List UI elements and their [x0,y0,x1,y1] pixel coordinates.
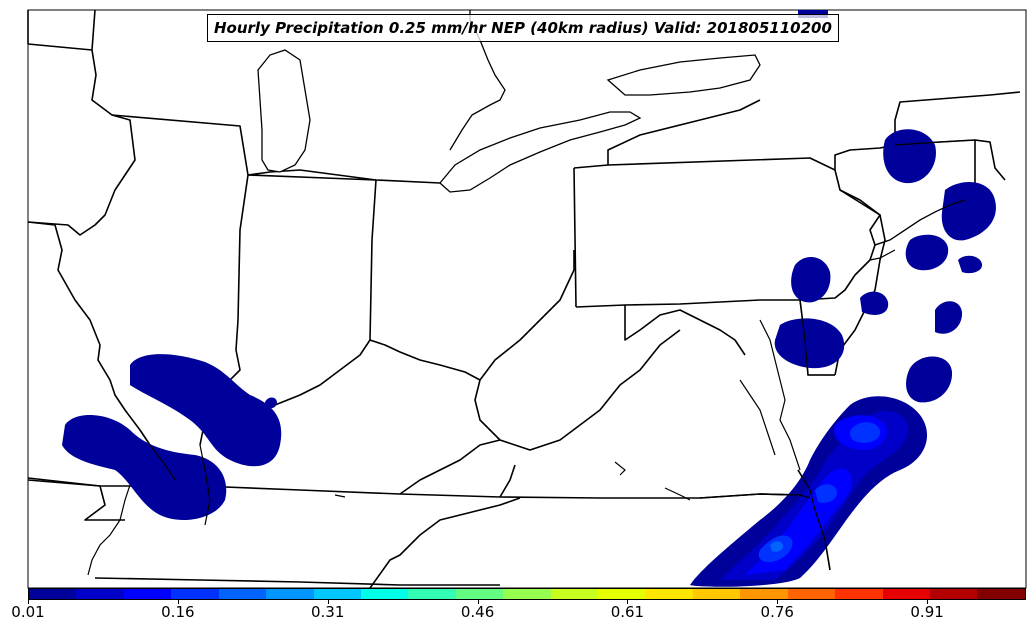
colorbar-segment [692,589,741,599]
colorbar-segment [882,589,931,599]
colorbar-segment [171,589,219,599]
colorbar-tick-label: 0.01 [11,603,45,621]
colorbar-tick-label: 0.31 [310,603,345,621]
precip-blob [935,301,963,334]
colorbar-segment [930,589,978,599]
colorbar-tick [627,600,629,604]
precip-blob [791,256,831,303]
precip-blob [941,181,996,241]
precip-blob [815,484,838,503]
colorbar-tick-label: 0.46 [460,603,495,621]
precip-blob [62,414,227,520]
colorbar-segment [835,589,883,599]
precip-blob [130,354,282,467]
precip-blob [958,255,983,274]
colorbar-segment [787,589,836,599]
colorbar-segment [503,589,551,599]
colorbar-tick [477,600,479,604]
colorbar-segment [598,589,646,599]
colorbar-tick-label: 0.16 [161,603,195,621]
colorbar-segment [977,589,1025,599]
colorbar-tick-label: 0.91 [910,603,944,621]
colorbar-tick [327,600,329,604]
precip-blob [850,422,881,443]
precip-blob [774,318,845,369]
colorbar-tick [777,600,779,604]
colorbar-segment [76,589,124,599]
precip-blob [906,356,953,403]
map-title: Hourly Precipitation 0.25 mm/hr NEP (40k… [207,14,839,42]
colorbar-segment [266,589,314,599]
precip-blob [265,397,277,409]
colorbar-segment [123,589,172,599]
colorbar-segment [408,589,456,599]
colorbar-segment [29,589,77,599]
colorbar-tick [177,600,179,604]
colorbar-segment [313,589,361,599]
great-lakes [257,10,761,193]
colorbar-segment [645,589,693,599]
colorbar-tick-label: 0.76 [760,603,794,621]
colorbar-tick [927,600,929,604]
colorbar-tick-label: 0.61 [610,603,645,621]
colorbar-segment [550,589,599,599]
colorbar-segment [218,589,267,599]
colorbar [28,588,1026,600]
colorbar-segment [360,589,409,599]
precip-blob [770,541,783,552]
precip-blob [905,234,949,271]
precip-contours [62,10,996,587]
precip-blob [860,291,889,315]
state-boundaries-overlay [139,139,991,571]
colorbar-segment [455,589,504,599]
colorbar-tick [28,600,29,604]
colorbar-segment [740,589,788,599]
